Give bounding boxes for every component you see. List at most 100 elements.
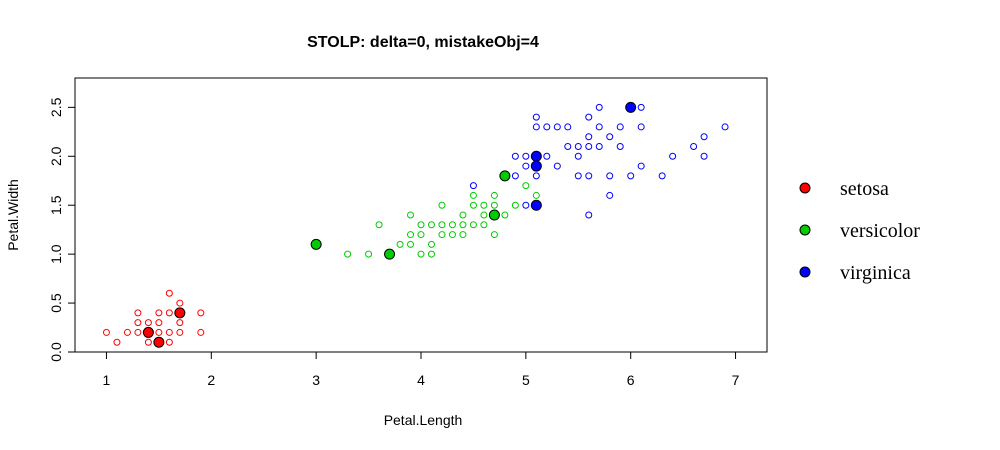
- setosa-point: [165, 309, 173, 317]
- setosa-point: [197, 309, 205, 317]
- versicolor-point: [469, 201, 477, 209]
- y-tick-label: 0.0: [48, 342, 64, 362]
- setosa-point: [176, 328, 184, 336]
- versicolor-point: [480, 211, 488, 219]
- versicolor-point: [427, 240, 435, 248]
- versicolor-point: [459, 231, 467, 239]
- versicolor-point: [407, 240, 415, 248]
- virginica-point: [522, 162, 530, 170]
- virginica-point: [511, 172, 519, 180]
- setosa-point: [134, 328, 142, 336]
- versicolor-prototype-point: [310, 238, 322, 250]
- setosa-prototype-point: [142, 326, 154, 338]
- legend-marker-versicolor: [799, 224, 811, 236]
- virginica-point: [543, 123, 551, 131]
- virginica-point: [616, 143, 624, 150]
- virginica-point: [553, 123, 561, 131]
- x-tick-label: 5: [522, 372, 530, 388]
- virginica-point: [585, 143, 593, 150]
- versicolor-point: [438, 201, 446, 209]
- y-tick-label: 1.5: [48, 195, 64, 215]
- versicolor-point: [459, 221, 467, 229]
- setosa-point: [134, 319, 142, 327]
- virginica-point: [574, 143, 582, 150]
- versicolor-point: [427, 221, 435, 229]
- setosa-prototype-point: [174, 307, 186, 319]
- versicolor-point: [469, 191, 477, 199]
- versicolor-point: [407, 211, 415, 219]
- versicolor-point: [490, 231, 498, 239]
- virginica-prototype-point: [530, 150, 542, 162]
- versicolor-point: [344, 250, 352, 258]
- x-axis-label: Petal.Length: [384, 412, 463, 428]
- virginica-point: [522, 152, 530, 160]
- virginica-point: [637, 162, 645, 170]
- versicolor-point: [501, 211, 509, 219]
- virginica-point: [637, 123, 645, 131]
- y-axis-label: Petal.Width: [5, 179, 21, 251]
- setosa-point: [113, 338, 121, 346]
- versicolor-point: [448, 231, 456, 239]
- virginica-point: [637, 103, 645, 111]
- virginica-point: [606, 191, 614, 199]
- y-tick-label: 2.5: [48, 97, 64, 117]
- setosa-point: [144, 319, 152, 327]
- setosa-point: [155, 309, 163, 317]
- versicolor-point: [532, 191, 540, 199]
- x-tick-label: 2: [207, 372, 215, 388]
- setosa-point: [134, 309, 142, 317]
- x-tick-label: 1: [103, 372, 111, 388]
- virginica-point: [574, 152, 582, 160]
- setosa-point: [165, 338, 173, 346]
- versicolor-point: [448, 221, 456, 229]
- virginica-point: [700, 152, 708, 160]
- versicolor-point: [438, 221, 446, 229]
- versicolor-prototype-point: [499, 170, 511, 182]
- setosa-point: [123, 328, 131, 336]
- setosa-point: [165, 289, 173, 297]
- x-tick-label: 7: [732, 372, 740, 388]
- setosa-point: [102, 328, 110, 336]
- setosa-point: [155, 328, 163, 336]
- versicolor-point: [417, 221, 425, 229]
- legend-label-virginica: virginica: [840, 262, 911, 284]
- versicolor-point: [375, 221, 383, 229]
- virginica-point: [595, 123, 603, 131]
- virginica-point: [564, 123, 572, 131]
- setosa-point: [197, 328, 205, 336]
- virginica-point: [627, 172, 635, 180]
- legend-label-versicolor: versicolor: [840, 220, 920, 242]
- versicolor-point: [511, 201, 519, 209]
- versicolor-prototype-point: [488, 209, 500, 221]
- setosa-prototype-point: [153, 336, 165, 348]
- versicolor-point: [459, 211, 467, 219]
- virginica-point: [532, 172, 540, 180]
- x-tick-label: 6: [627, 372, 635, 388]
- virginica-point: [700, 133, 708, 141]
- x-tick-label: 3: [312, 372, 320, 388]
- y-tick-label: 2.0: [48, 146, 64, 166]
- virginica-point: [721, 123, 729, 131]
- virginica-point: [511, 152, 519, 160]
- versicolor-prototype-point: [384, 248, 396, 260]
- setosa-point: [165, 328, 173, 336]
- virginica-point: [564, 143, 572, 150]
- virginica-point: [585, 211, 593, 219]
- virginica-prototype-point: [625, 101, 637, 113]
- y-tick-label: 1.0: [48, 244, 64, 264]
- legend-marker-virginica: [799, 266, 811, 278]
- chart-title: STOLP: delta=0, mistakeObj=4: [307, 34, 539, 51]
- versicolor-point: [438, 231, 446, 239]
- y-tick-label: 0.5: [48, 293, 64, 313]
- virginica-point: [532, 113, 540, 121]
- versicolor-point: [417, 250, 425, 258]
- setosa-point: [176, 299, 184, 307]
- setosa-point: [144, 338, 152, 346]
- virginica-point: [606, 133, 614, 141]
- legend-label-setosa: setosa: [840, 178, 889, 200]
- x-tick-label: 4: [417, 372, 425, 388]
- virginica-point: [585, 133, 593, 141]
- versicolor-point: [396, 240, 404, 248]
- x-axis: 1 2 3 4 5 6 7: [103, 352, 740, 388]
